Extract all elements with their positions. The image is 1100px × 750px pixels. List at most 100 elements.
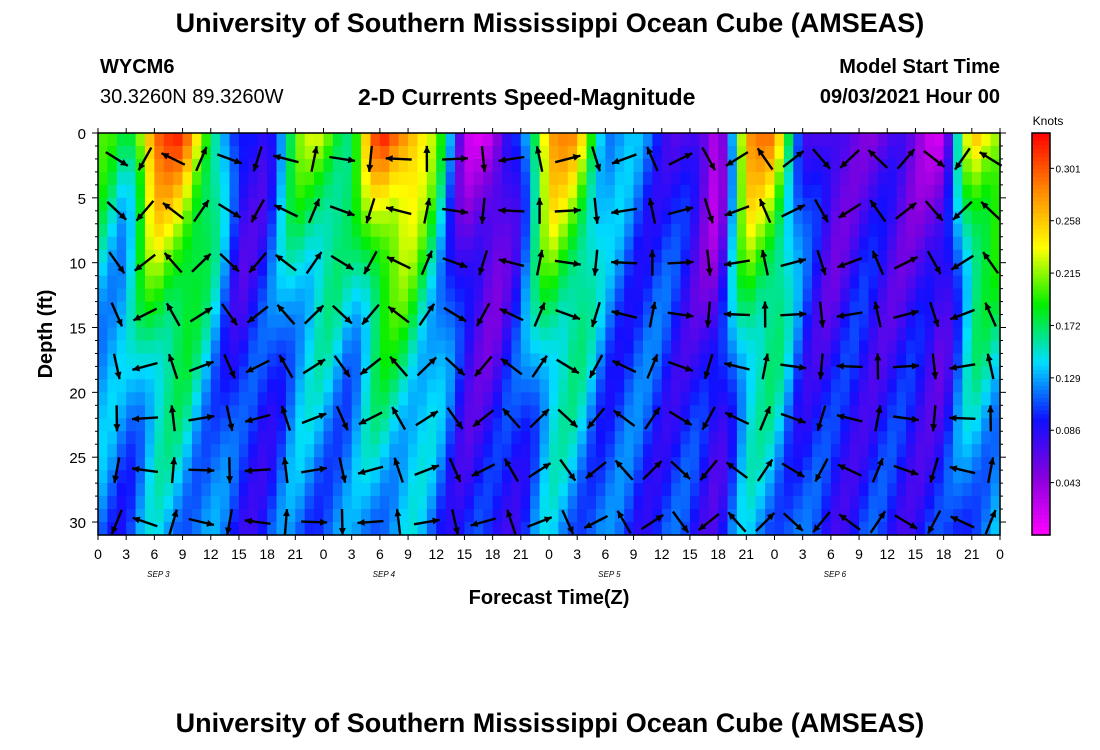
current-arrow: [448, 457, 462, 483]
heatmap-cell: [877, 184, 888, 199]
heatmap-cell: [98, 171, 108, 186]
heatmap-cell: [285, 145, 296, 160]
heatmap-cell: [408, 262, 419, 277]
heatmap-cell: [502, 431, 513, 445]
arrow-head: [684, 153, 693, 160]
heatmap-cell: [793, 444, 804, 458]
heatmap-cell: [633, 405, 644, 419]
heatmap-cell: [370, 444, 381, 458]
heatmap-cell: [896, 392, 907, 406]
heatmap-cell: [135, 470, 146, 484]
heatmap-cell: [915, 184, 926, 199]
heatmap-cell: [859, 392, 870, 406]
heatmap-cell: [511, 353, 522, 368]
heatmap-cell: [210, 457, 221, 471]
heatmap-cell: [398, 379, 409, 393]
heatmap-cell: [953, 483, 964, 497]
heatmap-cell: [398, 496, 409, 510]
heatmap-cell: [304, 522, 315, 536]
heatmap-cell: [539, 379, 550, 393]
heatmap-cell: [342, 431, 353, 445]
heatmap-cell: [351, 418, 362, 432]
heatmap-cell: [671, 275, 682, 290]
heatmap-cell: [201, 184, 212, 199]
heatmap-cell: [971, 379, 982, 393]
heatmap-cell: [332, 262, 343, 277]
heatmap-cell: [924, 327, 935, 342]
heatmap-cell: [502, 444, 513, 458]
colorbar-swatch: [1032, 225, 1050, 231]
heatmap-cell: [765, 496, 776, 510]
heatmap-cell: [342, 405, 353, 419]
arrow-head: [204, 307, 213, 315]
heatmap-cell: [915, 431, 926, 445]
heatmap-cell: [577, 327, 588, 342]
heatmap-cell: [577, 223, 588, 238]
heatmap-cell: [774, 444, 785, 458]
heatmap-cell: [370, 262, 381, 277]
heatmap-cell: [229, 184, 240, 199]
heatmap-cell: [173, 457, 184, 471]
current-arrow: [611, 153, 637, 165]
heatmap-cell: [708, 301, 719, 316]
heatmap-cell: [614, 314, 625, 329]
heatmap-cell: [257, 275, 268, 290]
heatmap-cell: [436, 158, 447, 173]
heatmap-cell: [877, 353, 888, 368]
heatmap-cell: [727, 301, 738, 316]
heatmap-cell: [558, 223, 569, 238]
heatmap-cell: [877, 392, 888, 406]
current-arrow: [896, 148, 916, 170]
heatmap-cell: [755, 431, 766, 445]
x-axis-label: Forecast Time(Z): [469, 587, 630, 609]
heatmap-cell: [699, 184, 710, 199]
heatmap-cell: [708, 496, 719, 510]
heatmap-cell: [417, 223, 428, 238]
heatmap-cell: [765, 483, 776, 497]
heatmap-cell: [830, 509, 841, 523]
heatmap-cell: [267, 379, 278, 393]
heatmap-cell: [924, 262, 935, 277]
heatmap-cell: [370, 158, 381, 173]
heatmap-cell: [671, 327, 682, 342]
colorbar-swatch: [1032, 169, 1050, 174]
heatmap-cell: [924, 210, 935, 225]
heatmap-cell: [248, 145, 259, 160]
heatmap-cell: [595, 184, 606, 199]
heatmap-cell: [840, 379, 851, 393]
arrow-head: [797, 417, 806, 424]
heatmap-cell: [943, 288, 954, 303]
heatmap-cell: [154, 327, 165, 342]
heatmap-cell: [389, 522, 400, 536]
arrow-head: [928, 525, 935, 534]
heatmap-cell: [135, 522, 146, 536]
arrow-head: [251, 214, 258, 223]
heatmap-cell: [248, 470, 259, 484]
heatmap-cell: [483, 210, 494, 225]
heatmap-cell: [671, 262, 682, 277]
heatmap-cell: [408, 522, 419, 536]
arrow-head: [277, 304, 285, 313]
heatmap-cell: [332, 197, 343, 212]
heatmap-cell: [455, 210, 466, 225]
current-arrow: [949, 465, 976, 475]
heatmap-cell: [746, 262, 757, 277]
heatmap-cell: [868, 327, 879, 342]
heatmap-cell: [201, 379, 212, 393]
arrow-head: [245, 416, 253, 424]
current-arrow: [895, 201, 918, 220]
heatmap-cell: [342, 145, 353, 160]
arrow-head: [652, 407, 660, 416]
current-arrow: [225, 405, 235, 432]
current-arrow: [554, 207, 581, 214]
heatmap-cell: [953, 262, 964, 277]
heatmap-cell: [332, 327, 343, 342]
arrow-head: [280, 405, 288, 414]
heatmap-cell: [238, 223, 249, 238]
heatmap-cell: [107, 262, 118, 277]
heatmap-cell: [483, 431, 494, 445]
heatmap-cell: [361, 249, 372, 264]
heatmap-cell: [295, 197, 306, 212]
current-arrow: [527, 516, 553, 528]
heatmap-cell: [821, 392, 832, 406]
